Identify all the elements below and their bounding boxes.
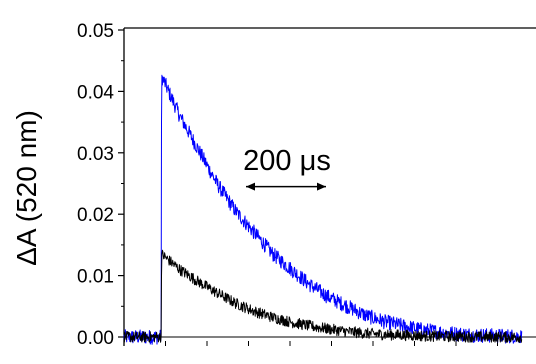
scale-bar-label: 200 μs bbox=[243, 145, 331, 177]
series-line-blue bbox=[123, 74, 523, 345]
x-axis-ticks bbox=[123, 341, 498, 346]
y-tick-label: 0.04 bbox=[77, 82, 114, 103]
y-tick-label: 0.01 bbox=[77, 267, 114, 288]
y-tick-label: 0.02 bbox=[77, 205, 114, 226]
y-axis-label: ΔA (520 nm) bbox=[11, 110, 42, 266]
series-layer bbox=[123, 74, 523, 345]
y-tick-label: 0.00 bbox=[77, 328, 114, 349]
series-line-black bbox=[123, 249, 523, 343]
scale-bar-arrowhead-right bbox=[317, 182, 326, 191]
y-axis-ticks: 0.00 0.01 0.02 0.03 0.04 0.05 bbox=[77, 21, 124, 349]
y-tick-label: 0.05 bbox=[77, 21, 114, 42]
scale-bar-arrowhead-left bbox=[246, 182, 255, 191]
y-tick-label: 0.03 bbox=[77, 144, 114, 165]
scale-bar-arrow bbox=[246, 182, 326, 191]
